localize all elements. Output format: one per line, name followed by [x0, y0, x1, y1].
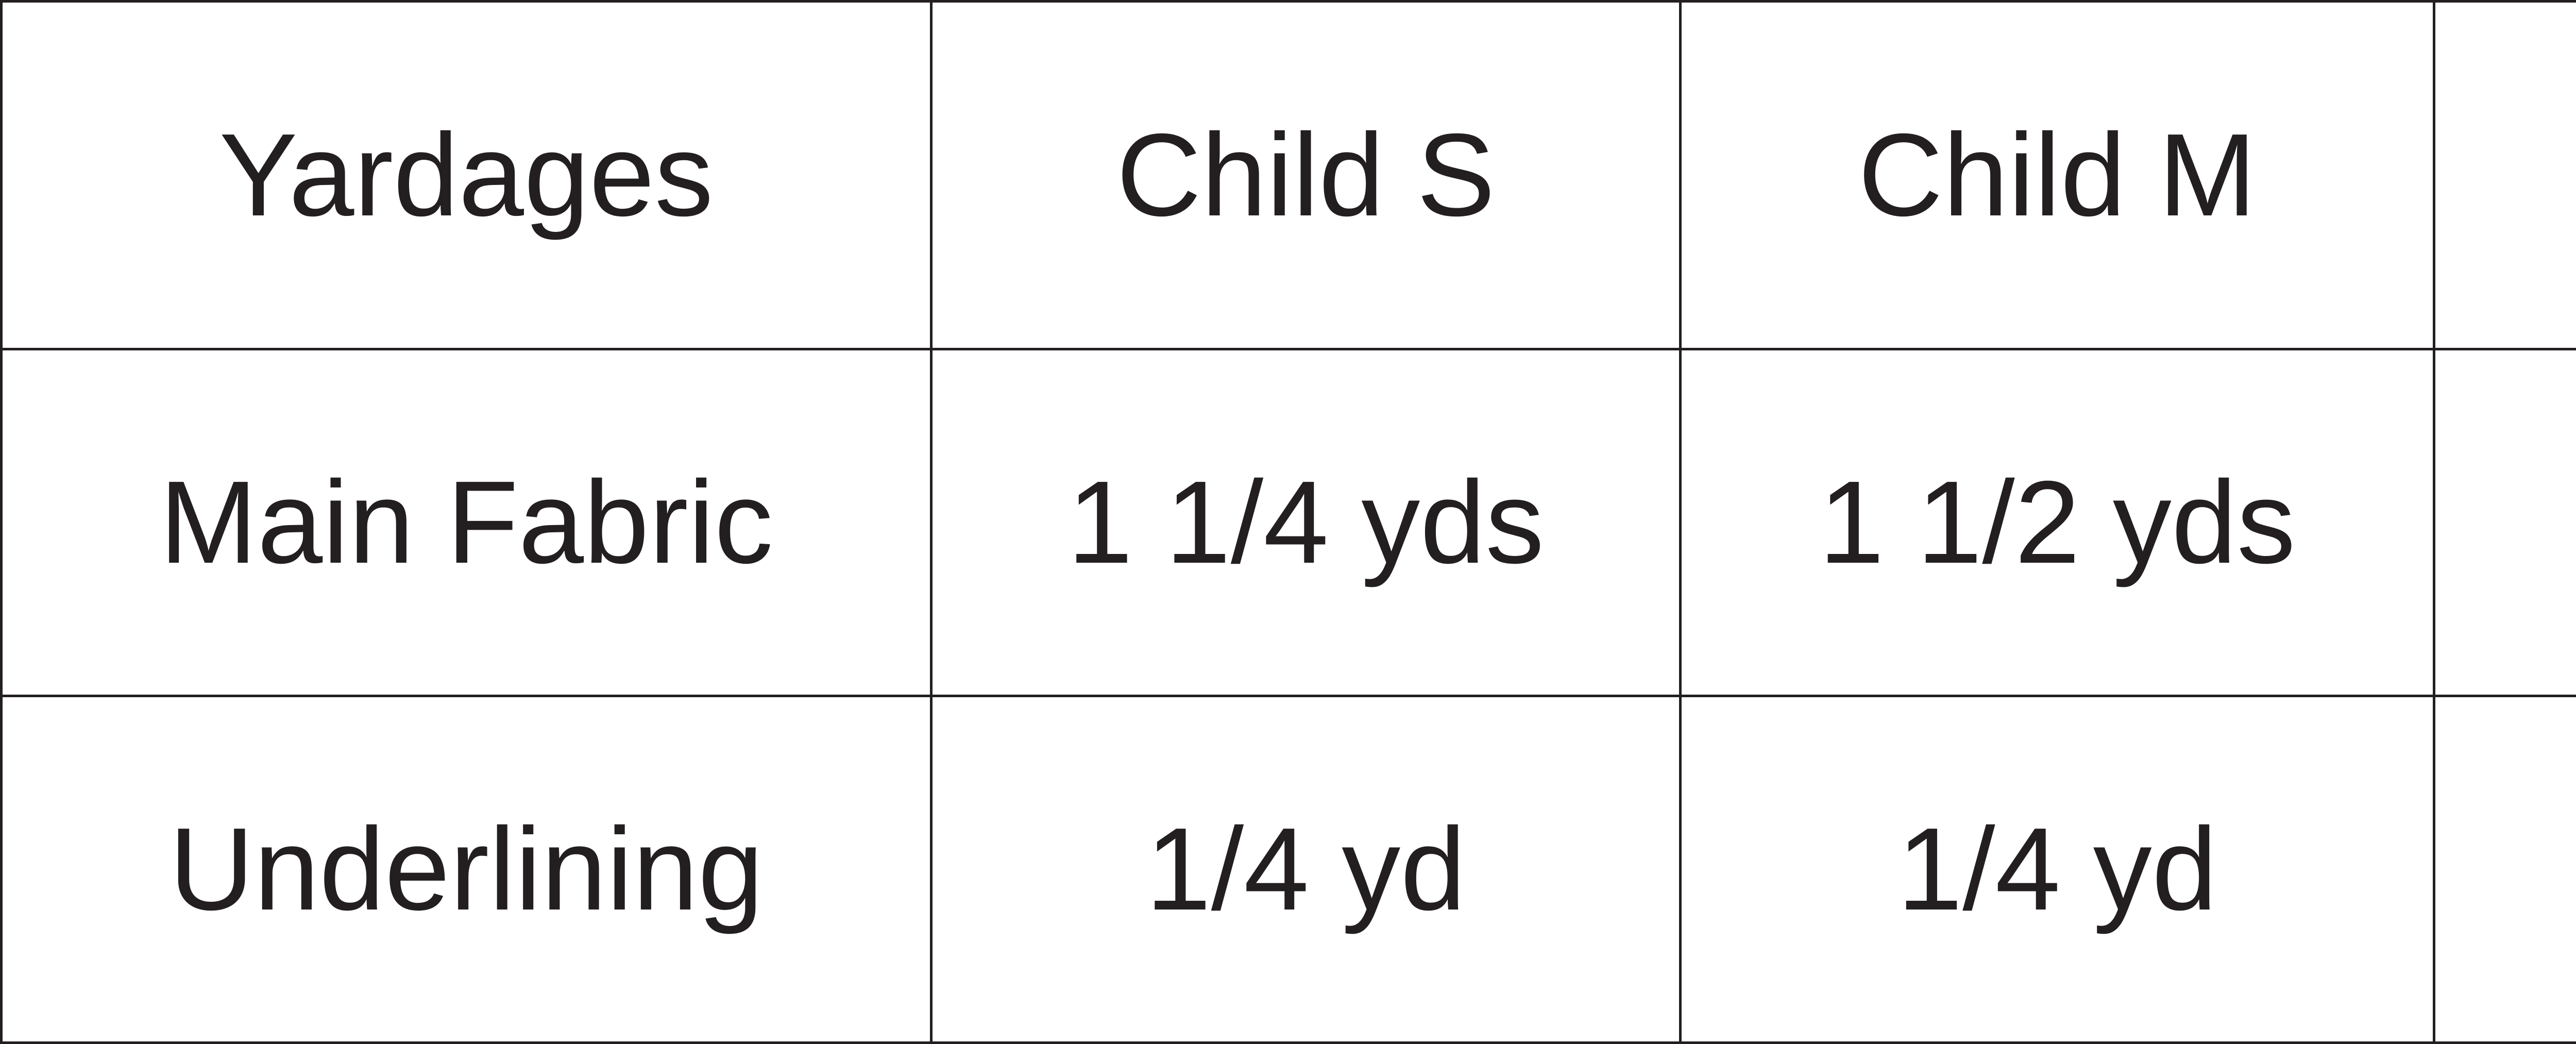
row-label-main-fabric: Main Fabric	[2, 349, 931, 696]
cell-main-fabric-child-s: 1 1/4 yds	[931, 349, 1681, 696]
cell-underlining-child-m: 1/4 yd	[1681, 696, 2434, 1043]
table-row-main-fabric: Main Fabric 1 1/4 yds 1 1/2 yds 1 1/2 yd…	[2, 349, 2576, 696]
cell-main-fabric-child-l: 1 1/2 yds	[2434, 349, 2576, 696]
row-label-underlining: Underlining	[2, 696, 931, 1043]
table-header-row: Yardages Child S Child M Child L	[2, 2, 2576, 349]
header-cell-child-m: Child M	[1681, 2, 2434, 349]
table-row-underlining: Underlining 1/4 yd 1/4 yd 1/4 yd	[2, 696, 2576, 1043]
cell-underlining-child-s: 1/4 yd	[931, 696, 1681, 1043]
cell-underlining-child-l: 1/4 yd	[2434, 696, 2576, 1043]
header-cell-child-s: Child S	[931, 2, 1681, 349]
cell-main-fabric-child-m: 1 1/2 yds	[1681, 349, 2434, 696]
header-cell-child-l: Child L	[2434, 2, 2576, 349]
header-cell-yardages: Yardages	[2, 2, 931, 349]
